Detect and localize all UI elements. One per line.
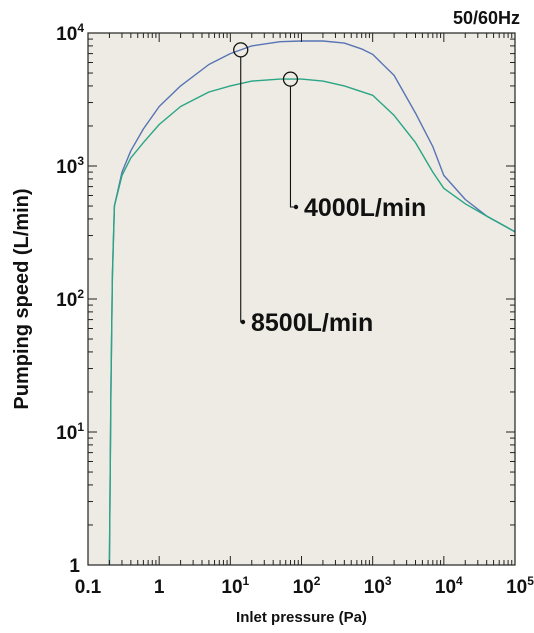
x-tick-label: 1: [154, 577, 165, 598]
x-tick-label: 104: [435, 574, 463, 598]
y-axis-title: Pumping speed (L/min): [11, 188, 33, 409]
annotation-dot: [293, 204, 299, 210]
x-tick-label: 101: [221, 574, 249, 598]
y-tick-label: 103: [56, 154, 84, 178]
series-line-4000l-min: [108, 78, 516, 566]
x-tick-label: 105: [506, 574, 534, 598]
x-tick-label: 0.1: [75, 577, 102, 598]
x-axis-title: Inlet pressure (Pa): [236, 609, 367, 626]
annotation-layer: 4000L/min 8500L/min: [233, 42, 426, 337]
x-tick-label: 103: [364, 574, 392, 598]
y-tick-label: 102: [56, 287, 84, 311]
annotation-dot: [240, 319, 246, 325]
tick-layer: [87, 33, 515, 566]
series-layer: [108, 40, 516, 566]
y-tick-label: 1: [69, 556, 80, 577]
plot-background: [88, 33, 515, 565]
y-tick-label: 104: [56, 21, 84, 45]
chart-title: 50/60Hz: [453, 8, 520, 28]
series-line-8500l-min: [108, 40, 516, 566]
annotation-label: 8500L/min: [251, 309, 373, 337]
x-tick-label: 102: [293, 574, 321, 598]
annotation-label: 4000L/min: [304, 194, 426, 222]
y-tick-label: 101: [56, 420, 84, 444]
